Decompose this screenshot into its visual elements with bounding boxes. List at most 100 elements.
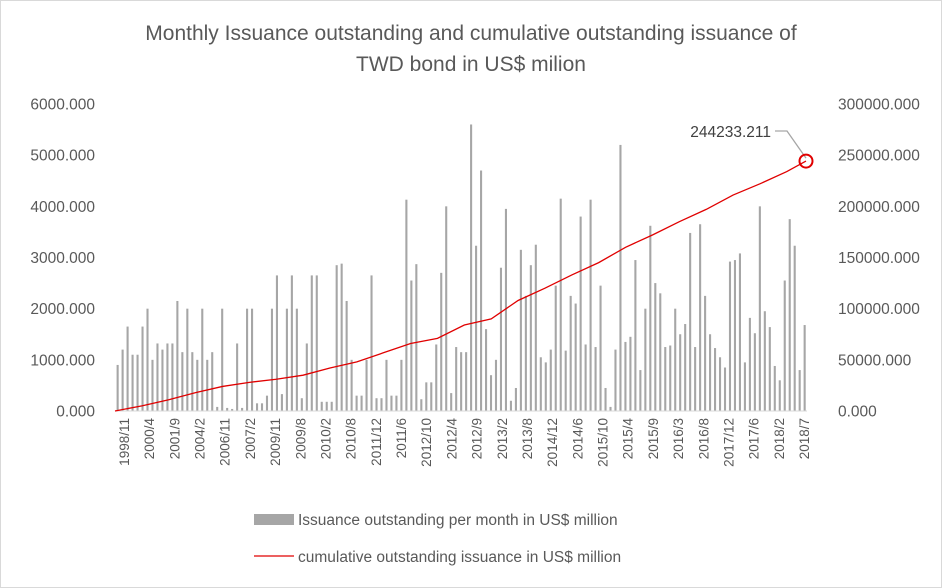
bar — [639, 370, 642, 411]
x-axis-tick-label: 2018/2 — [772, 418, 787, 459]
bar — [714, 348, 717, 411]
bar — [798, 370, 801, 411]
bar — [246, 308, 249, 411]
bar — [480, 170, 483, 411]
bar — [669, 345, 672, 411]
bar — [465, 352, 468, 411]
bar — [216, 406, 219, 411]
x-axis-tick-label: 2014/6 — [570, 418, 585, 459]
bar — [221, 308, 224, 411]
bar — [275, 275, 278, 411]
bar — [699, 224, 702, 411]
bar — [494, 359, 498, 411]
bar — [260, 403, 264, 411]
bar — [166, 343, 169, 411]
legend: Issuance outstanding per month in US$ mi… — [254, 512, 621, 566]
bar — [191, 352, 194, 411]
left-axis-tick-label: 4000.000 — [30, 199, 95, 216]
bar — [743, 362, 746, 411]
callout-leader-line — [775, 130, 807, 159]
bar — [529, 265, 532, 411]
bar — [649, 225, 652, 411]
bar — [345, 300, 348, 411]
bar — [763, 311, 766, 411]
bar — [475, 245, 478, 411]
x-axis-tick-label: 2014/12 — [545, 418, 560, 467]
bar — [430, 382, 433, 411]
bar — [116, 364, 119, 411]
bar — [330, 401, 333, 411]
bar — [544, 362, 547, 411]
bar — [146, 308, 149, 411]
bar — [255, 403, 259, 411]
chart-title-line-2: TWD bond in US$ milion — [356, 53, 586, 76]
bar — [579, 216, 582, 411]
bar — [738, 253, 741, 411]
bar — [674, 308, 677, 411]
bar — [793, 245, 796, 411]
x-axis-tick-label: 2015/10 — [596, 418, 611, 467]
x-axis-tick-label: 2015/9 — [646, 418, 661, 459]
x-axis-tick-label: 2009/11 — [268, 418, 283, 466]
bar — [440, 272, 443, 411]
left-axis-tick-label: 1000.000 — [30, 352, 95, 369]
bar — [584, 344, 587, 411]
cumulative-line — [114, 160, 807, 412]
bar — [559, 198, 562, 411]
bar — [654, 283, 657, 411]
right-axis-tick-label: 300000.000 — [838, 97, 920, 114]
bar — [768, 327, 771, 411]
left-axis-tick-label: 0.000 — [56, 404, 95, 421]
bar — [524, 295, 527, 412]
bar — [594, 347, 597, 411]
bar — [290, 275, 293, 411]
right-axis-tick-label: 250000.000 — [838, 148, 920, 165]
bar — [614, 349, 617, 411]
bar — [320, 401, 323, 411]
bar — [141, 326, 144, 411]
bar — [325, 401, 328, 411]
bar — [425, 382, 428, 411]
bar — [405, 199, 408, 411]
right-axis-ticks: 0.000 50000.000 100000.000 150000.000 200000… — [838, 97, 920, 421]
x-axis-tick-label: 2004/2 — [193, 418, 208, 459]
legend-label-bars: Issuance outstanding per month in US$ mi… — [298, 512, 618, 529]
bar — [201, 308, 204, 411]
bar — [196, 359, 199, 411]
bar — [519, 249, 522, 411]
data-callout: 244233.211 — [690, 124, 814, 169]
bar — [176, 300, 179, 411]
bar — [564, 350, 567, 411]
bar — [514, 387, 517, 411]
bar — [728, 261, 732, 411]
bar — [355, 395, 358, 411]
x-axis-tick-label: 2009/8 — [293, 418, 308, 459]
x-axis-tick-label: 2006/11 — [218, 418, 233, 466]
bar — [619, 144, 622, 411]
bar — [211, 352, 214, 411]
legend-item-line: cumulative outstanding issuance in US$ m… — [254, 549, 621, 566]
x-axis-tick-label: 2007/2 — [243, 418, 258, 459]
bar — [385, 359, 388, 411]
bar — [241, 407, 244, 411]
bar — [206, 359, 209, 411]
bar — [450, 393, 453, 411]
left-axis-tick-label: 6000.000 — [30, 97, 95, 114]
bar — [549, 349, 552, 411]
x-axis-tick-label: 2016/3 — [671, 418, 686, 459]
bar — [226, 407, 229, 411]
bar — [470, 124, 473, 411]
bar — [365, 359, 368, 411]
bar — [460, 352, 463, 411]
right-axis-tick-label: 50000.000 — [838, 352, 912, 369]
bar — [733, 260, 737, 411]
left-axis-tick-label: 3000.000 — [30, 250, 95, 267]
line-series-cumulative — [114, 160, 807, 412]
bar — [121, 349, 124, 411]
x-axis-tick-label: 2018/7 — [797, 418, 812, 459]
bar — [718, 357, 722, 411]
bar — [679, 334, 682, 411]
bar — [310, 275, 313, 411]
bar — [499, 267, 503, 411]
